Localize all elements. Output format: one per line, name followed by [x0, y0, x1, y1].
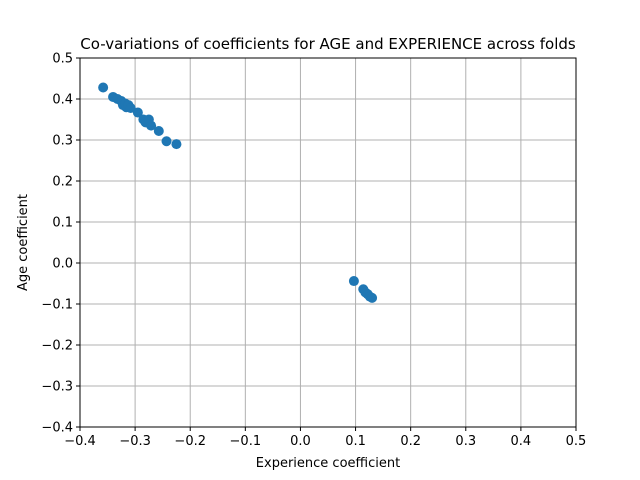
y-tick-label: 0.2: [52, 175, 73, 190]
plot-frame: [79, 57, 577, 428]
y-tick-label: 0.5: [52, 52, 73, 67]
ticks: −0.4 −0.3 −0.2 −0.1 0.0 0.1 0.2 0.3 0.4 0.5 −0.4 −0…: [41, 52, 586, 450]
data-point: [161, 136, 172, 147]
x-axis-label: Experience coefficient: [256, 456, 400, 471]
data-points: [98, 82, 378, 303]
y-tick-label: 0.4: [52, 93, 73, 108]
x-tick-label: −0.3: [119, 434, 151, 449]
x-tick-label: 0.2: [400, 434, 421, 449]
data-point: [171, 139, 182, 150]
chart-title: Co-variations of coefficients for AGE an…: [80, 35, 576, 53]
data-point: [132, 107, 143, 118]
y-axis-label: Age coefficient: [16, 194, 31, 291]
data-point: [98, 82, 109, 93]
data-point: [146, 120, 157, 131]
x-tick-label: −0.2: [174, 434, 206, 449]
y-tick-label: 0.3: [52, 134, 73, 149]
data-point: [125, 103, 136, 114]
x-tick-label: −0.1: [230, 434, 262, 449]
data-point: [348, 276, 359, 287]
data-point: [153, 125, 164, 136]
data-point: [367, 292, 378, 303]
y-tick-label: −0.3: [41, 380, 73, 395]
x-tick-label: −0.4: [64, 434, 96, 449]
grid: [79, 57, 577, 428]
x-tick-label: 0.5: [566, 434, 587, 449]
y-tick-label: −0.2: [41, 339, 73, 354]
y-tick-label: −0.4: [41, 421, 73, 436]
y-tick-label: 0.0: [52, 257, 73, 272]
x-tick-label: 0.3: [455, 434, 476, 449]
y-tick-label: 0.1: [52, 216, 73, 231]
x-tick-label: 0.1: [345, 434, 366, 449]
y-tick-label: −0.1: [41, 298, 73, 313]
x-tick-label: 0.4: [511, 434, 532, 449]
x-tick-label: 0.0: [290, 434, 311, 449]
